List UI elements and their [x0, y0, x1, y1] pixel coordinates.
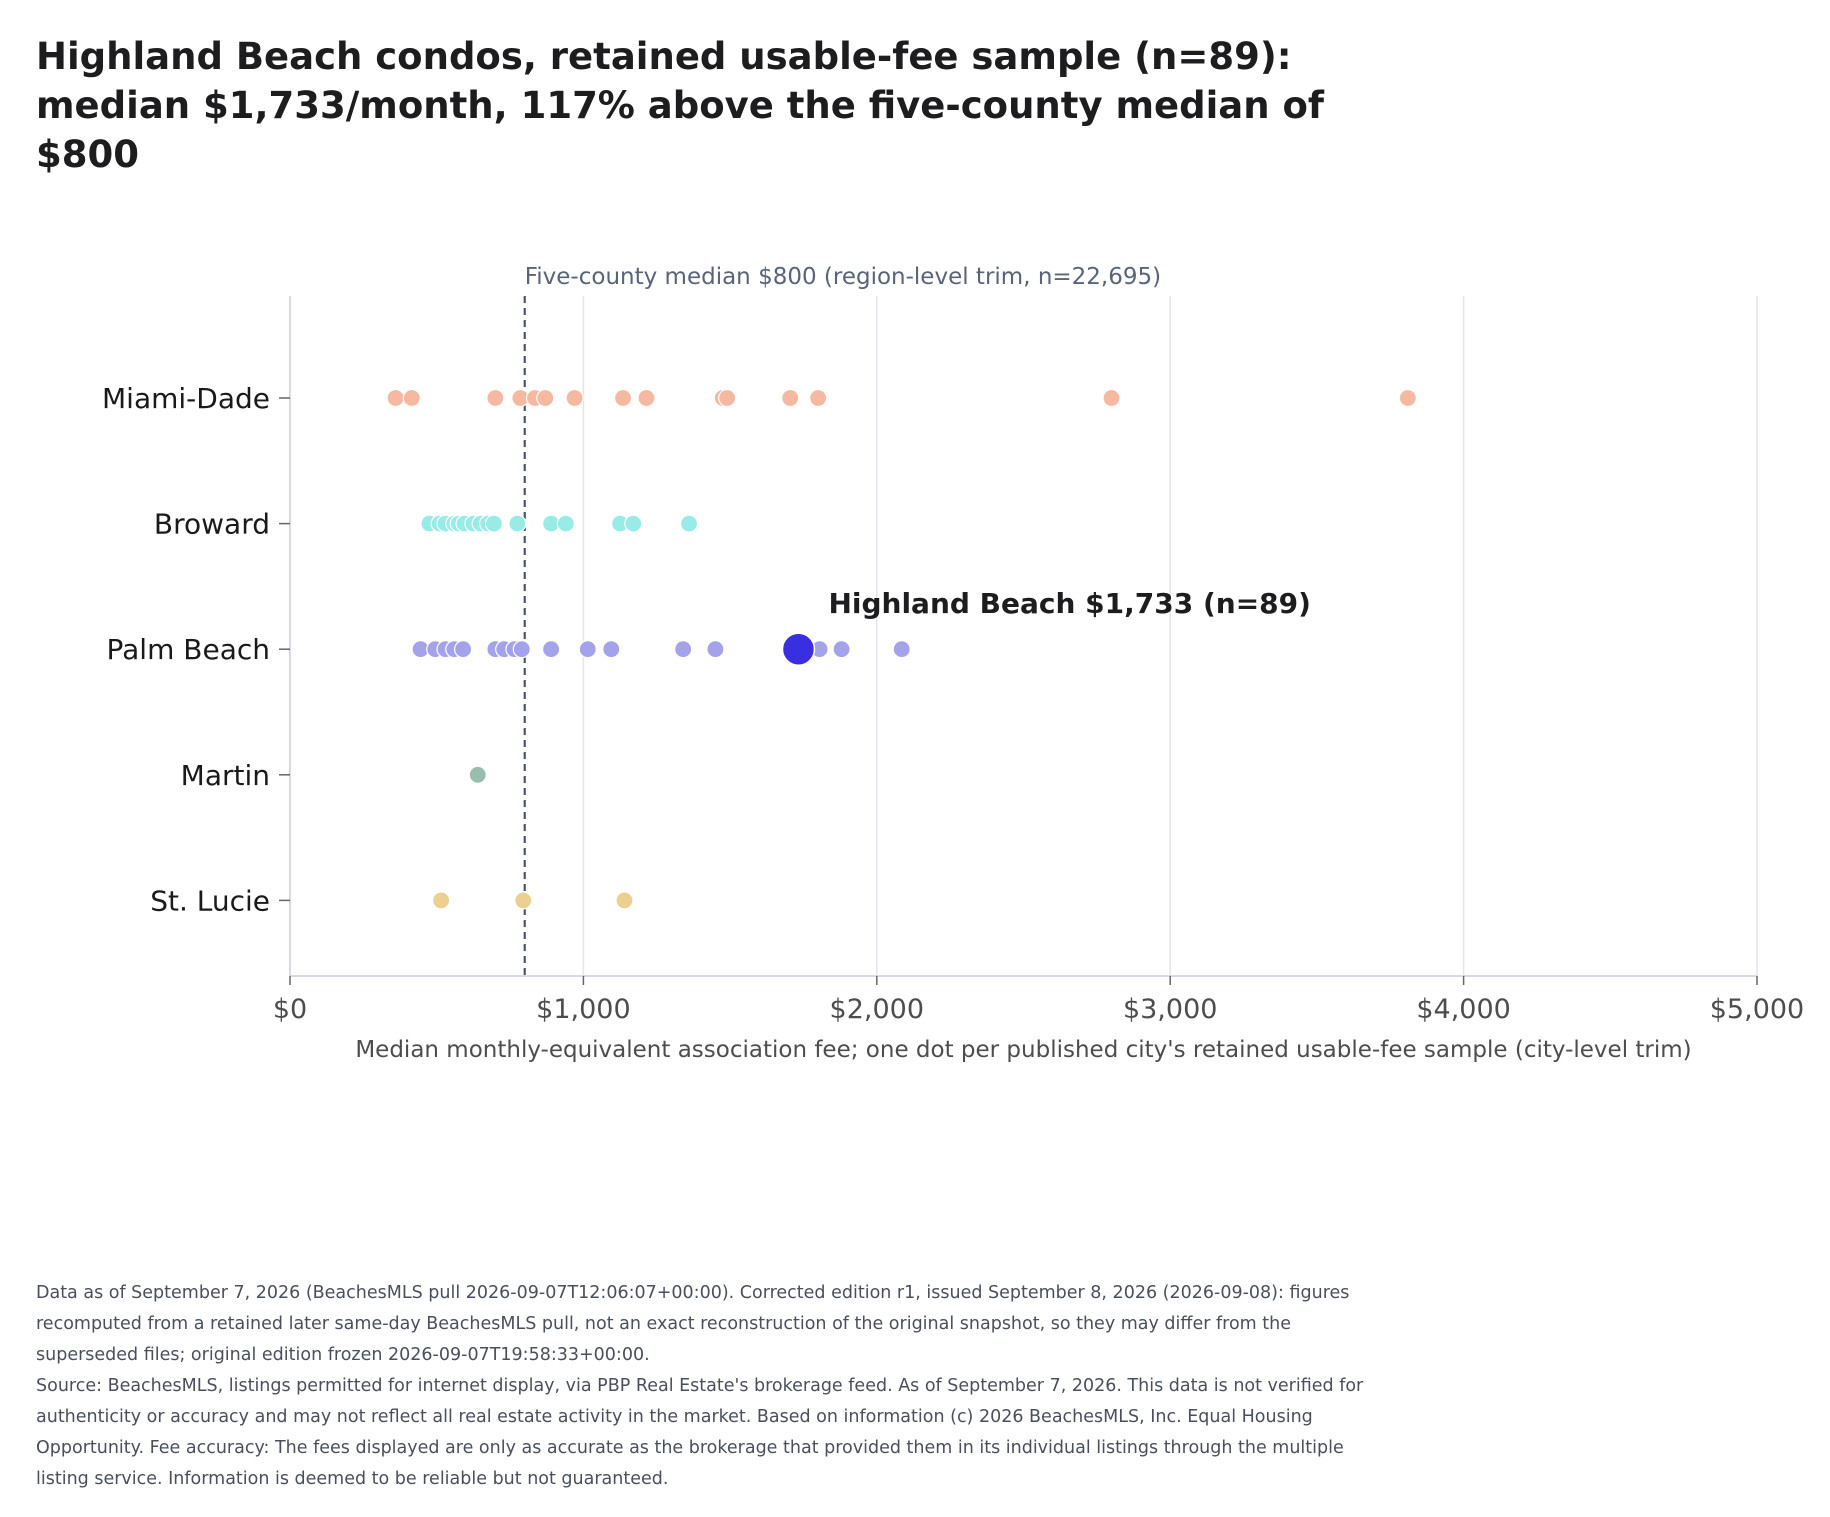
- data-point: [542, 640, 561, 659]
- data-point: [536, 388, 555, 408]
- data-points: [386, 388, 1417, 910]
- data-point: [514, 891, 533, 910]
- data-point: [718, 388, 737, 408]
- x-axis-ticks: $0 $1,000 $2,000 $3,000 $4,000 $5,000: [273, 976, 1804, 1025]
- data-point: [832, 640, 851, 659]
- data-point: [624, 514, 643, 533]
- category-label: Miami-Dade: [102, 382, 270, 415]
- data-point: [674, 640, 693, 659]
- data-point: [508, 514, 527, 533]
- data-point: [468, 765, 487, 784]
- data-point: [402, 388, 421, 408]
- data-note: Data as of September 7, 2026 (BeachesMLS…: [36, 1283, 1350, 1365]
- data-point: [781, 388, 800, 408]
- category-label: Broward: [154, 508, 270, 541]
- x-tick-label: $4,000: [1416, 994, 1510, 1025]
- category-label: Palm Beach: [107, 633, 270, 666]
- reference-line-label: Five-county median $800 (region-level tr…: [525, 264, 1161, 290]
- data-point: [454, 640, 473, 659]
- data-point: [486, 388, 505, 408]
- data-point: [484, 514, 504, 533]
- footer-notes: Data as of September 7, 2026 (BeachesMLS…: [36, 1278, 1376, 1495]
- y-axis-ticks: Miami-Dade Broward Palm Beach Martin St. Luc…: [102, 382, 290, 917]
- data-point: [637, 388, 656, 408]
- data-point: [706, 640, 725, 659]
- chart-svg: Miami-Dade Broward Palm Beach Martin St. Luc…: [102, 264, 1804, 1063]
- source-note: Source: BeachesMLS, listings permitted f…: [36, 1376, 1364, 1489]
- data-point: [809, 388, 828, 408]
- data-point: [615, 891, 634, 910]
- x-tick-label: $2,000: [830, 994, 924, 1025]
- highlight-label: Highland Beach $1,733 (n=89): [828, 587, 1310, 620]
- data-point: [512, 640, 531, 659]
- category-label: Martin: [181, 759, 270, 792]
- data-point: [386, 388, 405, 408]
- category-label: St. Lucie: [150, 884, 270, 917]
- highlight-point: [781, 632, 816, 666]
- x-tick-label: $3,000: [1123, 994, 1217, 1025]
- data-point: [892, 640, 911, 659]
- chart-title: Highland Beach condos, retained usable-f…: [36, 35, 1324, 176]
- data-point: [1102, 388, 1121, 408]
- data-point: [565, 388, 584, 408]
- data-point: [1398, 388, 1417, 408]
- x-tick-label: $0: [273, 994, 307, 1025]
- gridlines: [582, 296, 1758, 976]
- x-tick-label: $5,000: [1710, 994, 1804, 1025]
- x-tick-label: $1,000: [536, 994, 630, 1025]
- data-point: [432, 891, 451, 910]
- data-point: [556, 514, 575, 533]
- x-axis-title: Median monthly-equivalent association fe…: [355, 1037, 1691, 1063]
- data-point: [602, 640, 621, 659]
- data-point: [578, 640, 597, 659]
- data-point: [613, 388, 633, 408]
- data-point: [679, 514, 699, 533]
